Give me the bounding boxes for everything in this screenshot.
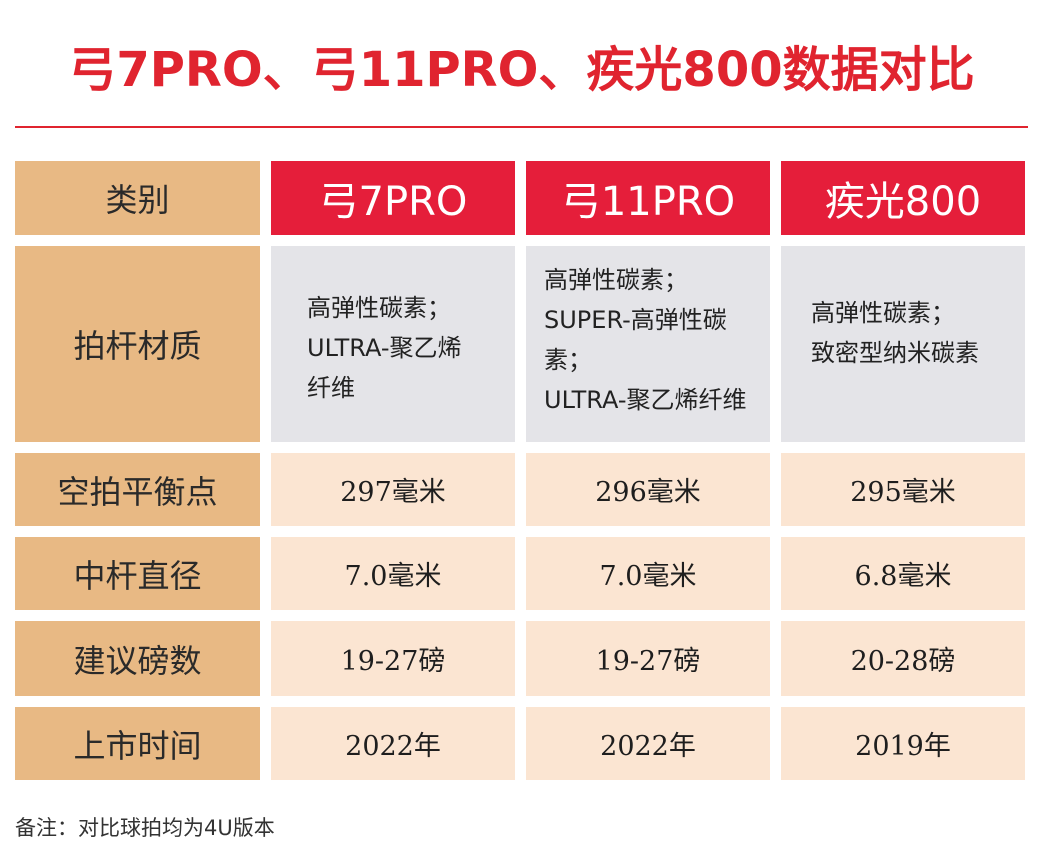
balance-cell-2: 296毫米 (526, 453, 770, 526)
tension-cell-2: 19-27磅 (526, 621, 770, 696)
row-label-shaft: 中杆直径 (15, 537, 260, 610)
page-title: 弓7PRO、弓11PRO、疾光800数据对比 (68, 42, 975, 98)
material-line: SUPER-高弹性碳素； (544, 306, 727, 374)
header-column-2: 弓11PRO (526, 161, 770, 235)
shaft-cell-3: 6.8毫米 (781, 537, 1025, 610)
balance-cell-3: 295毫米 (781, 453, 1025, 526)
header-category-cell: 类别 (15, 161, 260, 235)
row-label-release: 上市时间 (15, 707, 260, 780)
shaft-cell-1: 7.0毫米 (271, 537, 515, 610)
release-cell-2: 2022年 (526, 707, 770, 780)
material-cell-3: 高弹性碳素； 致密型纳米碳素 (781, 246, 1025, 442)
tension-cell-3: 20-28磅 (781, 621, 1025, 696)
material-cell-1: 高弹性碳素； ULTRA-聚乙烯 纤维 (271, 246, 515, 442)
footnote: 备注：对比球拍均为4U版本 (15, 816, 275, 840)
balance-cell-1: 297毫米 (271, 453, 515, 526)
material-line: ULTRA-聚乙烯纤维 (544, 386, 747, 414)
row-label-tension: 建议磅数 (15, 621, 260, 696)
release-cell-1: 2022年 (271, 707, 515, 780)
material-line: ULTRA-聚乙烯 (307, 334, 462, 362)
material-cell-2: 高弹性碳素； SUPER-高弹性碳素； ULTRA-聚乙烯纤维 (526, 246, 770, 442)
material-line: 致密型纳米碳素 (811, 339, 979, 367)
material-line: 高弹性碳素； (544, 266, 688, 294)
header-column-3: 疾光800 (781, 161, 1025, 235)
material-line: 高弹性碳素； (307, 294, 451, 322)
release-cell-3: 2019年 (781, 707, 1025, 780)
material-line: 高弹性碳素； (811, 299, 955, 327)
row-label-balance: 空拍平衡点 (15, 453, 260, 526)
row-label-material: 拍杆材质 (15, 246, 260, 442)
header-column-1: 弓7PRO (271, 161, 515, 235)
material-line: 纤维 (307, 374, 355, 402)
shaft-cell-2: 7.0毫米 (526, 537, 770, 610)
title-divider (15, 126, 1028, 128)
tension-cell-1: 19-27磅 (271, 621, 515, 696)
